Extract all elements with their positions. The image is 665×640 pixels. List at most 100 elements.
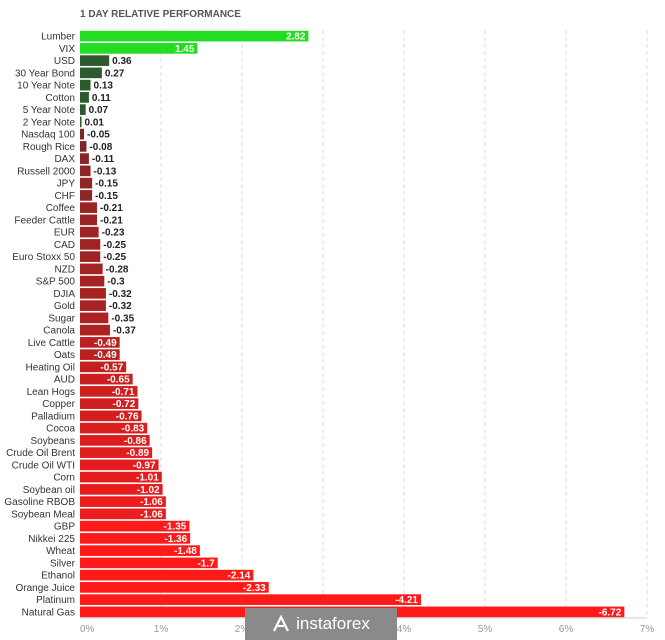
bar	[80, 251, 101, 262]
category-label: JPY	[57, 179, 76, 190]
bar	[80, 557, 218, 569]
value-label: -1.36	[164, 534, 187, 545]
category-label: Nikkei 225	[28, 534, 75, 545]
value-label: -6.72	[599, 607, 622, 618]
bar	[80, 239, 101, 250]
value-label: 0.01	[85, 117, 105, 128]
value-label: 1.45	[175, 44, 195, 55]
category-label: VIX	[59, 44, 75, 55]
value-label: 2.82	[286, 32, 306, 43]
category-label: S&P 500	[36, 277, 76, 288]
value-labels: 2.821.450.360.270.130.110.070.01-0.05-0.…	[85, 32, 622, 619]
watermark: instaforex	[245, 608, 397, 640]
value-label: -0.37	[113, 326, 136, 337]
category-label: Soybeans	[31, 436, 75, 447]
bar	[80, 508, 166, 520]
category-label: 30 Year Bond	[15, 68, 75, 79]
x-tick-label: 7%	[640, 624, 655, 635]
bar	[80, 447, 153, 458]
category-label: Lean Hogs	[27, 387, 75, 398]
value-label: -0.25	[103, 252, 126, 263]
bar	[80, 484, 163, 495]
x-tick-label: 5%	[478, 624, 493, 635]
watermark-text: instaforex	[296, 614, 370, 633]
value-label: -0.97	[133, 460, 156, 471]
bar	[80, 422, 148, 434]
bar	[80, 337, 120, 348]
value-label: -0.11	[92, 154, 115, 165]
value-label: 0.13	[94, 81, 114, 92]
category-label: Euro Stoxx 50	[12, 252, 75, 263]
value-label: -0.15	[95, 191, 118, 202]
category-label: Crude Oil Brent	[6, 448, 75, 459]
value-label: -0.86	[124, 436, 147, 447]
value-label: 0.07	[89, 105, 109, 116]
category-label: Gasoline RBOB	[4, 497, 75, 508]
category-label: CAD	[54, 240, 75, 251]
bar	[80, 361, 127, 373]
category-label: Canola	[43, 326, 75, 337]
category-label: EUR	[54, 228, 75, 239]
value-label: -1.06	[140, 497, 163, 508]
bar	[80, 275, 105, 287]
bar	[80, 324, 110, 336]
bar	[80, 312, 109, 324]
bar	[80, 398, 139, 409]
bar	[80, 104, 86, 115]
bar	[80, 520, 190, 532]
category-label: Live Cattle	[28, 338, 76, 349]
value-label: -0.13	[94, 166, 117, 177]
value-label: -0.32	[109, 289, 132, 300]
grid-lines	[80, 30, 648, 619]
value-label: -2.14	[228, 571, 251, 582]
category-label: Palladium	[31, 411, 75, 422]
chart-title: 1 DAY RELATIVE PERFORMANCE	[80, 9, 241, 20]
value-label: -4.21	[395, 595, 418, 606]
value-label: -0.05	[87, 130, 110, 141]
category-label: CHF	[54, 191, 75, 202]
value-label: -0.72	[113, 399, 136, 410]
category-label: GBP	[54, 522, 75, 533]
value-label: -1.02	[137, 485, 160, 496]
value-label: -0.89	[126, 448, 149, 459]
bar	[80, 128, 85, 140]
bar	[80, 582, 269, 593]
bar	[80, 569, 254, 581]
value-label: 0.11	[92, 93, 111, 104]
bars	[80, 30, 625, 618]
bar	[80, 165, 91, 177]
category-label: Cotton	[46, 93, 75, 104]
category-label: Russell 2000	[17, 166, 75, 177]
bar	[80, 92, 89, 103]
bar	[80, 214, 98, 226]
value-label: -0.15	[95, 179, 118, 190]
bar	[80, 177, 93, 189]
bar	[80, 435, 150, 446]
category-label: NZD	[54, 264, 75, 275]
category-label: Wheat	[46, 546, 75, 557]
value-label: -1.35	[164, 522, 187, 533]
value-label: -0.08	[89, 142, 112, 153]
category-label: Platinum	[36, 595, 75, 606]
category-label: Oats	[54, 350, 75, 361]
bar	[80, 471, 162, 483]
x-tick-label: 1%	[154, 624, 169, 635]
bar	[80, 190, 93, 201]
category-label: Natural Gas	[22, 607, 75, 618]
value-label: -0.65	[107, 375, 130, 386]
category-label: Copper	[42, 399, 75, 410]
bar	[80, 386, 138, 397]
x-tick-label: 2%	[235, 624, 250, 635]
bar	[80, 153, 89, 164]
value-label: -1.48	[174, 546, 197, 557]
bar	[80, 373, 133, 385]
bar	[80, 300, 106, 311]
bar	[80, 30, 309, 42]
value-label: -1.7	[197, 558, 215, 569]
category-label: 10 Year Note	[17, 81, 75, 92]
value-label: -0.49	[94, 338, 117, 349]
value-label: -0.28	[106, 264, 129, 275]
value-label: -0.23	[102, 228, 125, 239]
category-label: Rough Rice	[23, 142, 76, 153]
